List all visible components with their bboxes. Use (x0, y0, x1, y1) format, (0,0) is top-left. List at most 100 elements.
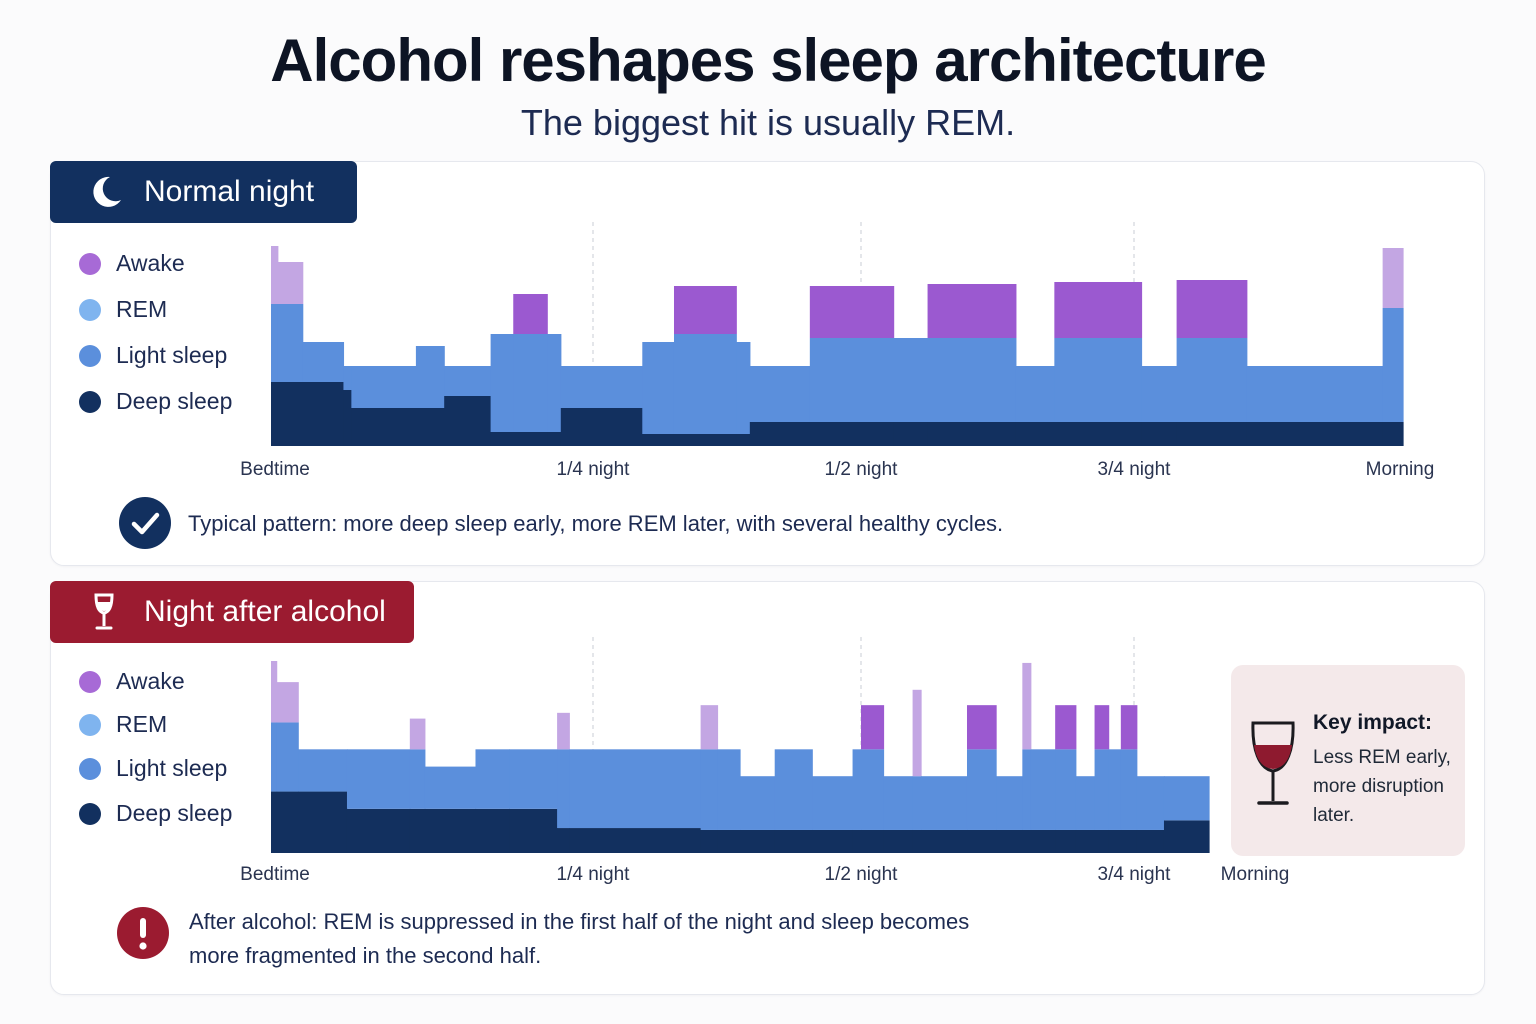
legend-awake: Awake (79, 250, 185, 277)
light-sleep-segment (1054, 338, 1143, 422)
deep-sleep-segment (1163, 820, 1210, 853)
alcohol-note: After alcohol: REM is suppressed in the … (189, 905, 969, 973)
legend-deep-sleep-label: Deep sleep (116, 388, 233, 414)
deep-sleep-segment (921, 829, 968, 853)
deep-sleep-segment (569, 828, 702, 853)
legend-light-sleep: Light sleep (79, 342, 227, 369)
deep-sleep-segment (927, 422, 1017, 446)
deep-sleep-segment (271, 791, 278, 853)
legend-awake-label: Awake (116, 250, 185, 276)
light-sleep-segment (740, 776, 776, 830)
awake-segment (1382, 248, 1404, 308)
deep-sleep-segment (1176, 422, 1248, 446)
awake-segment (1055, 705, 1077, 750)
light-sleep-segment (351, 366, 417, 408)
light-sleep-swatch (79, 757, 101, 780)
light-sleep-segment (673, 334, 737, 434)
awake-segment (700, 705, 719, 750)
normal-night-tab-label: Normal night (144, 175, 315, 208)
light-sleep-segment (346, 749, 411, 809)
deep-sleep-segment (475, 808, 510, 853)
key-impact-text: Less REM early, more disruption later. (1313, 747, 1451, 826)
legend-light-sleep: Light sleep (79, 755, 227, 782)
deep-sleep-segment (717, 829, 741, 853)
light-sleep-segment (424, 766, 477, 809)
deep-sleep-segment (966, 829, 997, 853)
light-sleep-segment (475, 749, 510, 809)
deep-sleep-segment (812, 829, 854, 853)
deep-sleep-segment (409, 808, 426, 853)
light-sleep-segment (736, 342, 751, 434)
x-tick-label: 1/4 night (556, 864, 630, 885)
legend-deep-sleep-label: Deep sleep (116, 800, 233, 826)
light-sleep-segment (921, 776, 968, 830)
light-sleep-segment (1030, 749, 1056, 830)
awake-segment (409, 718, 426, 750)
light-sleep-segment (557, 749, 570, 829)
deep-sleep-segment (513, 432, 548, 446)
awake-segment (557, 712, 570, 750)
normal-note-text: Typical pattern: more deep sleep early, … (188, 511, 1004, 536)
light-sleep-segment (1136, 776, 1165, 830)
awake-segment (966, 705, 997, 750)
light-sleep-segment (1108, 749, 1122, 830)
light-sleep-segment (852, 749, 862, 830)
wine-glass-icon (86, 592, 126, 632)
deep-sleep-segment (1094, 829, 1110, 853)
light-sleep-segment (883, 776, 914, 830)
deep-sleep-segment (1015, 422, 1055, 446)
awake-segment (1022, 662, 1032, 750)
alcohol-note-line-1: After alcohol: REM is suppressed in the … (189, 909, 970, 934)
deep-sleep-segment (1075, 829, 1096, 853)
light-sleep-segment (809, 338, 895, 422)
light-sleep-segment (812, 776, 854, 830)
light-sleep-segment (560, 366, 643, 408)
deep-sleep-segment (298, 791, 348, 853)
awake-segment (271, 661, 278, 723)
legend-light-sleep-label: Light sleep (116, 342, 228, 368)
deep-sleep-segment (351, 408, 417, 446)
light-sleep-segment (642, 342, 675, 434)
awake-segment (1094, 705, 1110, 750)
legend-rem-label: REM (116, 296, 168, 322)
deep-sleep-segment (736, 434, 751, 446)
deep-sleep-segment (996, 829, 1023, 853)
light-sleep-segment (509, 749, 558, 809)
deep-sleep-segment (740, 829, 776, 853)
light-sleep-segment (1163, 776, 1210, 821)
key-impact-callout: Key impact: Less REM early, more disrupt… (1231, 665, 1465, 856)
alcohol-night-tab: Night after alcohol (50, 581, 414, 643)
light-sleep-segment (271, 304, 279, 382)
deep-sleep-segment (509, 808, 558, 853)
light-sleep-segment (409, 749, 426, 809)
deep-sleep-segment (444, 396, 492, 446)
deep-sleep-segment (642, 434, 675, 446)
deep-sleep-segment (861, 829, 885, 853)
light-sleep-segment (444, 366, 492, 396)
deep-sleep-segment (346, 808, 411, 853)
alcohol-night-tab-label: Night after alcohol (144, 595, 386, 628)
x-tick-label: Bedtime (240, 459, 310, 480)
deep-sleep-segment (749, 422, 811, 446)
light-sleep-segment (1022, 749, 1032, 830)
light-sleep-segment (1176, 338, 1248, 422)
light-sleep-segment (717, 749, 741, 830)
deep-sleep-segment (912, 829, 922, 853)
awake-segment (271, 246, 279, 304)
deep-sleep-segment (1120, 829, 1138, 853)
legend-awake-label: Awake (116, 668, 185, 694)
deep-sleep-segment (424, 808, 477, 853)
x-tick-label: 1/2 night (824, 459, 898, 480)
deep-sleep-segment (490, 432, 514, 446)
x-tick-label: 3/4 night (1097, 459, 1171, 480)
deep-sleep-segment (547, 432, 562, 446)
deep-sleep-segment (700, 829, 719, 853)
light-sleep-segment (513, 334, 548, 432)
awake-segment (673, 286, 737, 334)
normal-night-tab: Normal night (50, 161, 357, 223)
awake-swatch (79, 670, 101, 693)
deep-sleep-segment (673, 434, 737, 446)
deep-sleep-segment (1108, 829, 1122, 853)
deep-sleep-segment (1054, 422, 1143, 446)
